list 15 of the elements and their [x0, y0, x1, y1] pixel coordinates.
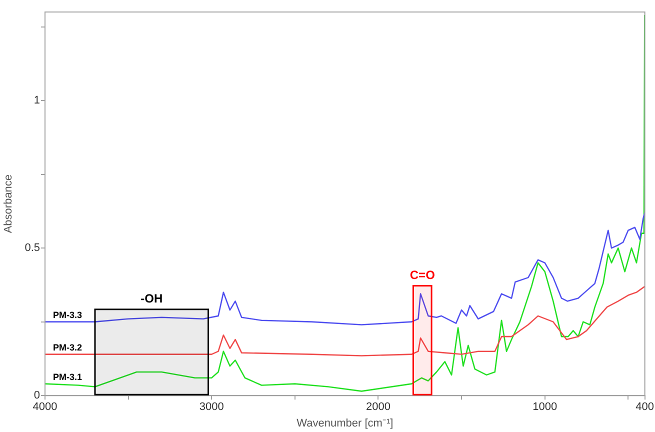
x-axis-title: Wavenumber [cm⁻¹]	[296, 417, 394, 430]
series-label: PM-3.1	[53, 372, 82, 382]
band-label: -OH	[140, 292, 163, 306]
series-label: PM-3.2	[53, 342, 82, 352]
x-tick-label: 400	[636, 401, 654, 414]
y-tick-label: 0	[34, 390, 40, 402]
x-tick-label: 2000	[366, 401, 390, 414]
x-tick-label: 1000	[532, 401, 558, 414]
series-label: PM-3.3	[53, 310, 82, 320]
y-tick-label: 1	[34, 94, 40, 107]
y-tick-label: 0.5	[24, 242, 40, 254]
x-tick-label: 4000	[32, 401, 58, 414]
y-axis-title: Absorbance	[2, 174, 15, 234]
band-label: C=O	[410, 268, 435, 282]
x-tick-label: 3000	[199, 401, 224, 414]
